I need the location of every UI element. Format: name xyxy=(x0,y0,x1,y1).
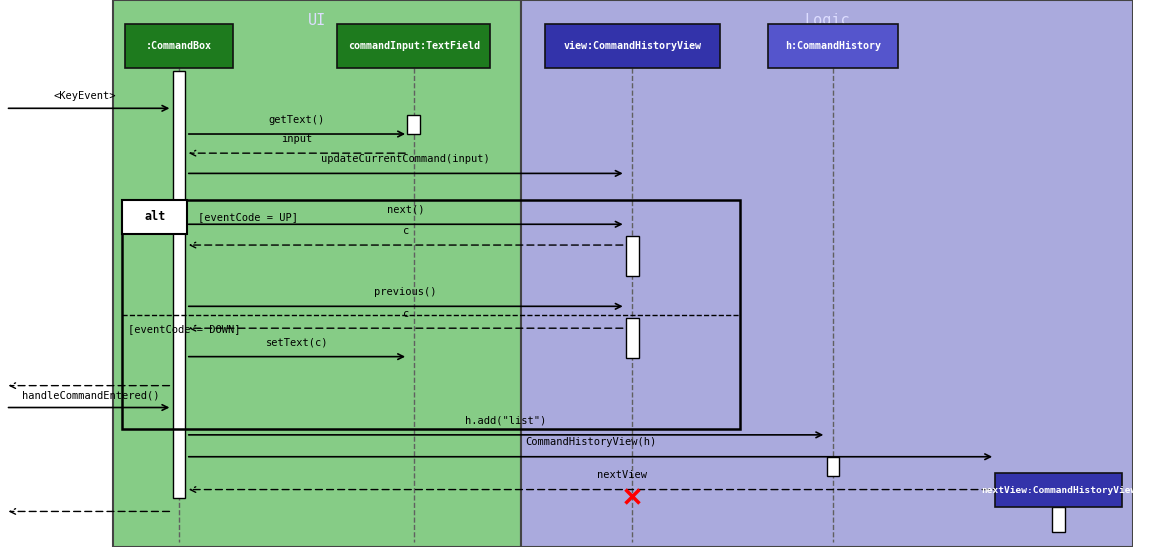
Text: :CommandBox: :CommandBox xyxy=(146,41,212,51)
Text: [eventCode = UP]: [eventCode = UP] xyxy=(198,212,298,222)
Bar xyxy=(627,236,638,276)
Bar xyxy=(545,24,720,68)
Text: UI: UI xyxy=(309,13,326,28)
Text: c: c xyxy=(402,309,409,319)
Text: c: c xyxy=(402,226,409,236)
Bar xyxy=(173,71,185,498)
Bar xyxy=(126,24,233,68)
Bar xyxy=(408,115,419,134)
Text: commandInput:TextField: commandInput:TextField xyxy=(348,41,479,51)
Text: nextView:CommandHistoryView: nextView:CommandHistoryView xyxy=(980,486,1136,494)
Bar xyxy=(338,24,490,68)
Bar xyxy=(627,318,638,358)
Bar xyxy=(1052,507,1064,532)
Text: getText(): getText() xyxy=(268,115,325,125)
Bar xyxy=(122,200,740,429)
Text: alt: alt xyxy=(144,210,166,223)
Text: input: input xyxy=(281,134,312,144)
Text: CommandHistoryView(h): CommandHistoryView(h) xyxy=(525,438,657,447)
Text: next(): next() xyxy=(387,205,424,215)
Text: view:CommandHistoryView: view:CommandHistoryView xyxy=(563,41,702,51)
Text: h.add("list"): h.add("list") xyxy=(465,416,547,426)
Text: Logic: Logic xyxy=(804,13,850,28)
Text: nextView: nextView xyxy=(597,470,647,480)
Text: h:CommandHistory: h:CommandHistory xyxy=(785,41,881,51)
Bar xyxy=(768,24,899,68)
Bar xyxy=(122,200,187,234)
Text: setText(c): setText(c) xyxy=(266,337,328,347)
Text: previous(): previous() xyxy=(374,287,437,297)
Text: handleCommandEntered(): handleCommandEntered() xyxy=(22,391,159,400)
Bar xyxy=(113,0,522,547)
Text: updateCurrentCommand(input): updateCurrentCommand(input) xyxy=(321,154,490,164)
Text: <KeyEvent>: <KeyEvent> xyxy=(54,91,116,101)
Bar xyxy=(827,457,839,476)
Bar xyxy=(522,0,1134,547)
Text: [eventCode = DOWN]: [eventCode = DOWN] xyxy=(128,324,241,334)
Bar xyxy=(995,473,1122,507)
